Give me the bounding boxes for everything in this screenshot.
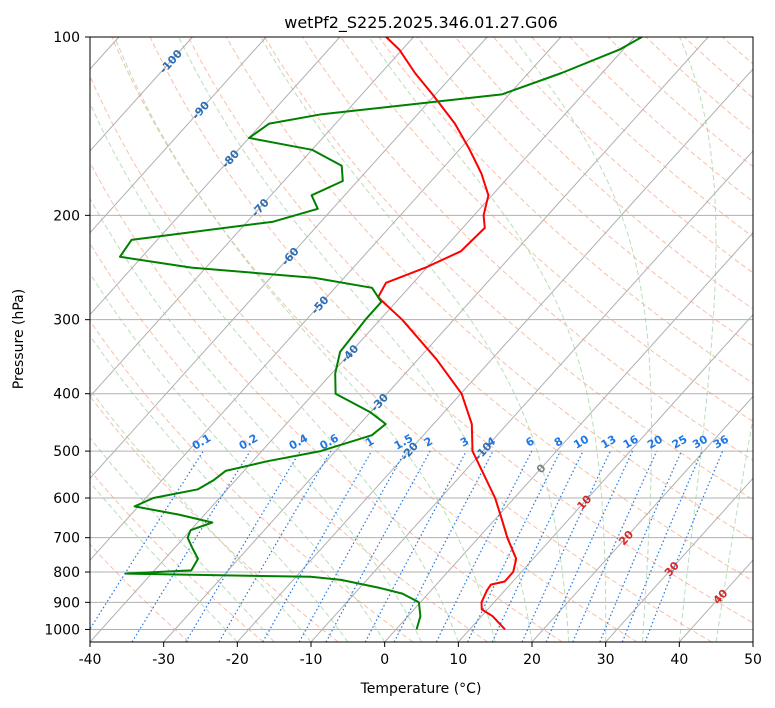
x-tick-label: -20: [226, 652, 249, 668]
isotherm-line: [163, 37, 709, 642]
dry-adiabat: [416, 37, 753, 347]
dry-adiabat: [187, 37, 753, 582]
isotherm-line: [605, 477, 753, 642]
dry-adiabat: [340, 37, 753, 423]
x-tick-label: -10: [300, 652, 323, 668]
x-tick-label: 30: [597, 652, 615, 668]
moist-adiabat: [678, 37, 717, 642]
x-axis-ticks: -40 -30 -20 -10 0 10 20 30 40 50: [79, 642, 762, 668]
profile-series: [118, 37, 643, 631]
y-axis-ticks: 100 200 300 400 500 600 700 800 900 1000: [44, 30, 90, 638]
dry-adiabat: [90, 469, 264, 642]
mixing-ratio-line: [545, 450, 634, 642]
isotherm-line: [310, 150, 753, 642]
isotherm-line: [90, 37, 562, 561]
chart-title: wetPf2_S225.2025.346.01.27.G06: [284, 13, 558, 33]
mixing-ratio-line: [131, 450, 251, 642]
x-tick-label: -40: [79, 652, 102, 668]
dry-adiabat: [90, 75, 638, 642]
moist-adiabat: [715, 415, 753, 642]
moist-adiabat: [90, 388, 312, 642]
isotherm-line: [457, 313, 753, 642]
isotherm-line: [90, 37, 267, 234]
x-tick-label: 0: [380, 652, 389, 668]
moist-adiabat: [90, 272, 386, 642]
mixing-ratio-line: [621, 450, 703, 642]
mixing-ratio-line: [644, 450, 724, 642]
x-tick-label: 50: [744, 652, 762, 668]
y-axis-label: Pressure (hPa): [11, 289, 27, 389]
moist-adiabat: [512, 37, 653, 642]
moist-adiabat: [90, 437, 275, 642]
moist-adiabat: [90, 481, 238, 642]
mixing-ratio-line: [435, 450, 533, 642]
isotherm-line: [90, 37, 414, 398]
plot-frame: [89, 36, 754, 643]
y-tick-label: 400: [53, 387, 80, 403]
isotherm-line: [384, 231, 753, 642]
y-tick-label: 200: [53, 208, 80, 224]
y-tick-label: 800: [53, 565, 80, 581]
isobar-grid: [90, 37, 753, 630]
moist-adiabat: [368, 37, 607, 642]
x-tick-label: 20: [523, 652, 541, 668]
isotherm-line: [531, 395, 753, 642]
isotherm-line: [90, 37, 635, 642]
y-tick-label: 1000: [44, 622, 80, 638]
dry-adiabat: [90, 161, 563, 642]
dry-adiabat: [264, 37, 753, 501]
y-tick-label: 500: [53, 444, 80, 460]
x-tick-label: 10: [449, 652, 467, 668]
isotherm-line: [236, 68, 753, 642]
moist-adiabat: [90, 197, 422, 642]
isotherm-line: [90, 37, 488, 480]
x-tick-label: -30: [152, 652, 175, 668]
dry-adiabat: [149, 37, 753, 624]
mixing-ratio-line: [298, 450, 406, 642]
temperature-line: [377, 37, 518, 631]
moist-adiabat: [260, 37, 570, 642]
y-tick-label: 300: [53, 313, 80, 329]
y-tick-label: 100: [53, 30, 80, 46]
moist-adiabat: [90, 102, 459, 642]
mixing-ratio-line: [599, 450, 682, 642]
dry-adiabat: [90, 242, 488, 642]
y-tick-label: 600: [53, 491, 80, 507]
isotherm-line: [90, 37, 193, 152]
dewpoint-line: [118, 37, 643, 630]
dry-adiabat: [454, 37, 753, 310]
plot-area: -100-90-80-70-60-50-40-30-20 -10010203040…: [90, 37, 753, 642]
x-axis-label: Temperature (°C): [360, 681, 482, 697]
y-tick-label: 900: [53, 595, 80, 611]
mixing-ratio-line: [325, 450, 431, 642]
moist-adiabat: [90, 334, 349, 642]
y-tick-label: 700: [53, 531, 80, 547]
x-tick-label: 40: [670, 652, 688, 668]
mixing-ratio-line: [364, 450, 467, 642]
mixing-ratio-line: [90, 450, 204, 631]
mixing-ratio-lines: [90, 450, 724, 642]
mixing-ratio-line: [572, 450, 658, 642]
